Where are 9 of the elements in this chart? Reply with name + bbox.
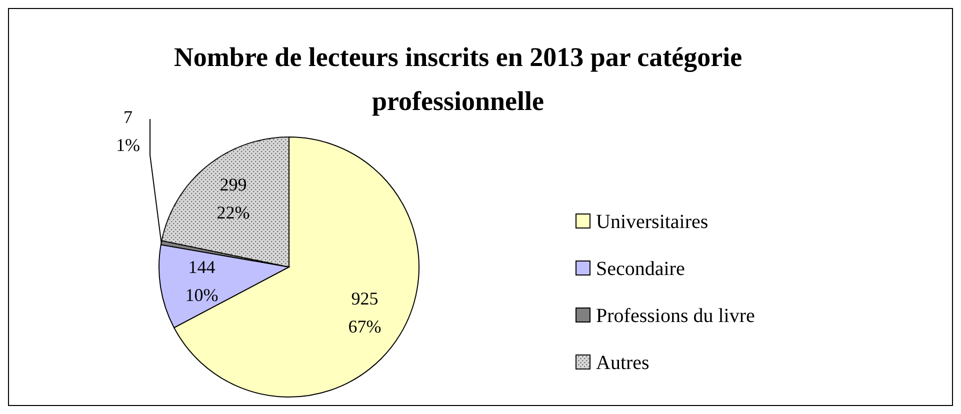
legend-label: Secondaire <box>596 258 685 280</box>
data-label: 925 67% <box>348 288 382 337</box>
legend-label: Universitaires <box>596 211 708 233</box>
data-label: 299 22% <box>216 174 250 222</box>
legend-label: Autres <box>596 352 650 374</box>
data-label: 144 10% <box>185 256 218 305</box>
legend-label: Professions du livre <box>596 305 755 327</box>
data-label: 7 1% <box>116 107 140 155</box>
chart-title: Nombre de lecteurs inscrits en 2013 par catégorie professionnelle <box>174 42 742 116</box>
